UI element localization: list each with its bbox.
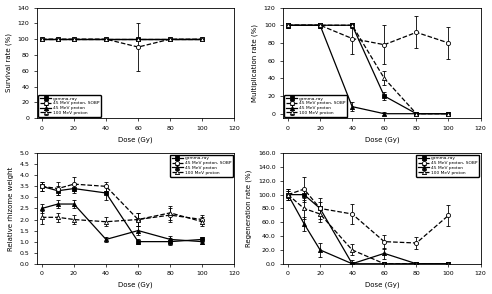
Y-axis label: Survival rate (%): Survival rate (%) — [5, 33, 12, 92]
Y-axis label: Relative rhizome weight: Relative rhizome weight — [8, 166, 14, 250]
X-axis label: Dose (Gy): Dose (Gy) — [119, 282, 153, 288]
Legend: gamma-ray, 45 MeV proton, SOBP, 45 MeV proton, 100 MeV proton: gamma-ray, 45 MeV proton, SOBP, 45 MeV p… — [284, 95, 347, 117]
Legend: gamma-ray, 45 MeV proton, SOBP, 45 MeV proton, 100 MeV proton: gamma-ray, 45 MeV proton, SOBP, 45 MeV p… — [38, 95, 101, 117]
Legend: gamma-ray, 45 MeV proton, SOBP, 45 MeV proton, 100 MeV proton: gamma-ray, 45 MeV proton, SOBP, 45 MeV p… — [170, 155, 233, 176]
Y-axis label: Regeneration rate (%): Regeneration rate (%) — [246, 170, 252, 247]
Y-axis label: Multiplication rate (%): Multiplication rate (%) — [252, 24, 258, 102]
X-axis label: Dose (Gy): Dose (Gy) — [365, 136, 399, 143]
X-axis label: Dose (Gy): Dose (Gy) — [365, 282, 399, 288]
X-axis label: Dose (Gy): Dose (Gy) — [119, 136, 153, 143]
Legend: gamma-ray, 45 MeV proton, SOBP, 45 MeV proton, 100 MeV proton: gamma-ray, 45 MeV proton, SOBP, 45 MeV p… — [416, 155, 479, 176]
